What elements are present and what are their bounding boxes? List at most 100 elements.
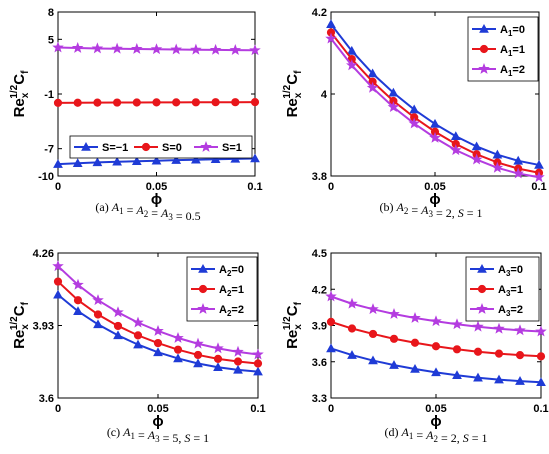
data-point: [229, 44, 242, 55]
data-point: [367, 68, 378, 78]
data-point: [513, 155, 524, 165]
data-point: [249, 44, 261, 56]
data-point: [494, 349, 504, 358]
legend-label: A1=1: [500, 44, 525, 58]
data-point: [150, 43, 163, 55]
data-point: [193, 350, 203, 360]
data-point: [253, 359, 263, 368]
data-point: [151, 155, 162, 165]
data-point: [211, 98, 220, 107]
data-point: [132, 316, 144, 328]
series-0: [326, 19, 544, 169]
y-tick-label: 4.2: [312, 284, 327, 296]
series-2: [52, 260, 264, 360]
data-point: [326, 19, 336, 29]
series-1: [53, 98, 260, 107]
data-point: [173, 345, 183, 354]
data-point: [250, 153, 260, 163]
data-point: [53, 98, 63, 107]
legend: A1=0 A1=1 A1=2: [467, 16, 539, 82]
data-point: [52, 41, 64, 53]
x-tick-label: 0.1: [247, 181, 262, 193]
data-point: [470, 153, 483, 165]
legend-label: A2=2: [219, 304, 244, 318]
chart-panel-1: 0 0.05 0.1 3.8 4 4.2 ϕ Rex1/2Cf A1=0 A1=1 A1=2 (b) …: [282, 7, 547, 220]
data-point: [93, 98, 102, 107]
chart-panel-3: 0 0.05 0.1 3.3 3.6 3.9 4.2 4.5 ϕ Rex1/2Cf A3=0 A3=1…: [282, 248, 549, 445]
data-point: [133, 331, 143, 340]
data-point: [213, 362, 223, 372]
data-point: [53, 289, 63, 299]
data-point: [431, 342, 441, 351]
data-point: [471, 141, 482, 151]
x-tick-label: 0: [328, 181, 334, 193]
data-point: [347, 350, 357, 359]
y-tick-label: 8: [48, 7, 54, 19]
data-point: [171, 155, 182, 164]
x-tick-label: 0.1: [531, 181, 546, 193]
data-point: [53, 159, 63, 168]
x-tick-label: 0: [328, 403, 334, 415]
data-point: [451, 318, 463, 330]
data-point: [172, 331, 184, 343]
data-point: [389, 334, 399, 343]
data-point: [73, 296, 83, 305]
y-tick-label: 4.26: [33, 248, 54, 260]
data-point: [233, 364, 243, 374]
data-point: [430, 315, 442, 327]
data-point: [534, 159, 544, 169]
y-tick-label: 4.5: [312, 248, 327, 260]
y-tick-label: 4: [321, 89, 328, 101]
data-point: [494, 374, 504, 384]
legend-swatch-marker: [197, 302, 209, 314]
data-point: [111, 42, 123, 54]
data-point: [473, 347, 483, 356]
legend-label: A3=0: [498, 264, 523, 278]
y-axis-label: Rex1/2Cf: [9, 70, 31, 118]
legend-swatch-marker: [478, 62, 490, 74]
data-point: [131, 156, 142, 166]
data-point: [112, 306, 124, 318]
legend-swatch-marker: [477, 284, 487, 294]
data-point: [410, 338, 420, 347]
data-point: [212, 342, 224, 354]
legend-swatch-marker: [81, 141, 91, 151]
data-point: [112, 156, 122, 166]
series-2: [325, 32, 545, 183]
y-tick-label: 3.8: [312, 171, 327, 183]
data-point: [326, 317, 336, 326]
panel-caption: (a) A1 = A2 = A3 = 0.5: [95, 200, 200, 223]
data-point: [473, 372, 483, 382]
data-point: [210, 154, 221, 163]
data-point: [366, 81, 379, 93]
y-axis-label: Rex1/2Cf: [282, 301, 304, 349]
series-2: [52, 41, 261, 56]
legend-label: A1=2: [500, 64, 525, 78]
series-0: [53, 289, 263, 376]
data-point: [152, 98, 161, 107]
series-0: [326, 343, 546, 387]
x-tick-label: 0.05: [425, 403, 446, 415]
x-axis-label: ϕ: [429, 191, 440, 208]
data-point: [53, 277, 63, 286]
chart-panel-0: 0 0.05 0.1 -10 -7 -1 5 8 ϕ Rex1/2Cf S=−1 S=0 S=1 (a) …: [9, 7, 263, 223]
legend-box: [69, 135, 253, 159]
data-point: [325, 290, 337, 302]
x-tick-label: 0.1: [250, 403, 265, 415]
data-point: [533, 171, 545, 183]
data-point: [113, 98, 122, 107]
legend-swatch-marker: [479, 44, 489, 54]
y-tick-label: 3.3: [312, 393, 327, 405]
y-tick-label: 3.6: [312, 357, 327, 369]
y-tick-label: 3.6: [39, 393, 54, 405]
data-point: [368, 329, 378, 339]
data-point: [450, 131, 461, 140]
y-tick-label: 5: [48, 34, 54, 46]
x-tick-label: 0.05: [424, 181, 445, 193]
series-1: [326, 317, 546, 361]
legend-swatch-marker: [141, 142, 151, 152]
data-point: [73, 306, 83, 315]
data-point: [429, 131, 441, 143]
data-point: [153, 347, 163, 357]
